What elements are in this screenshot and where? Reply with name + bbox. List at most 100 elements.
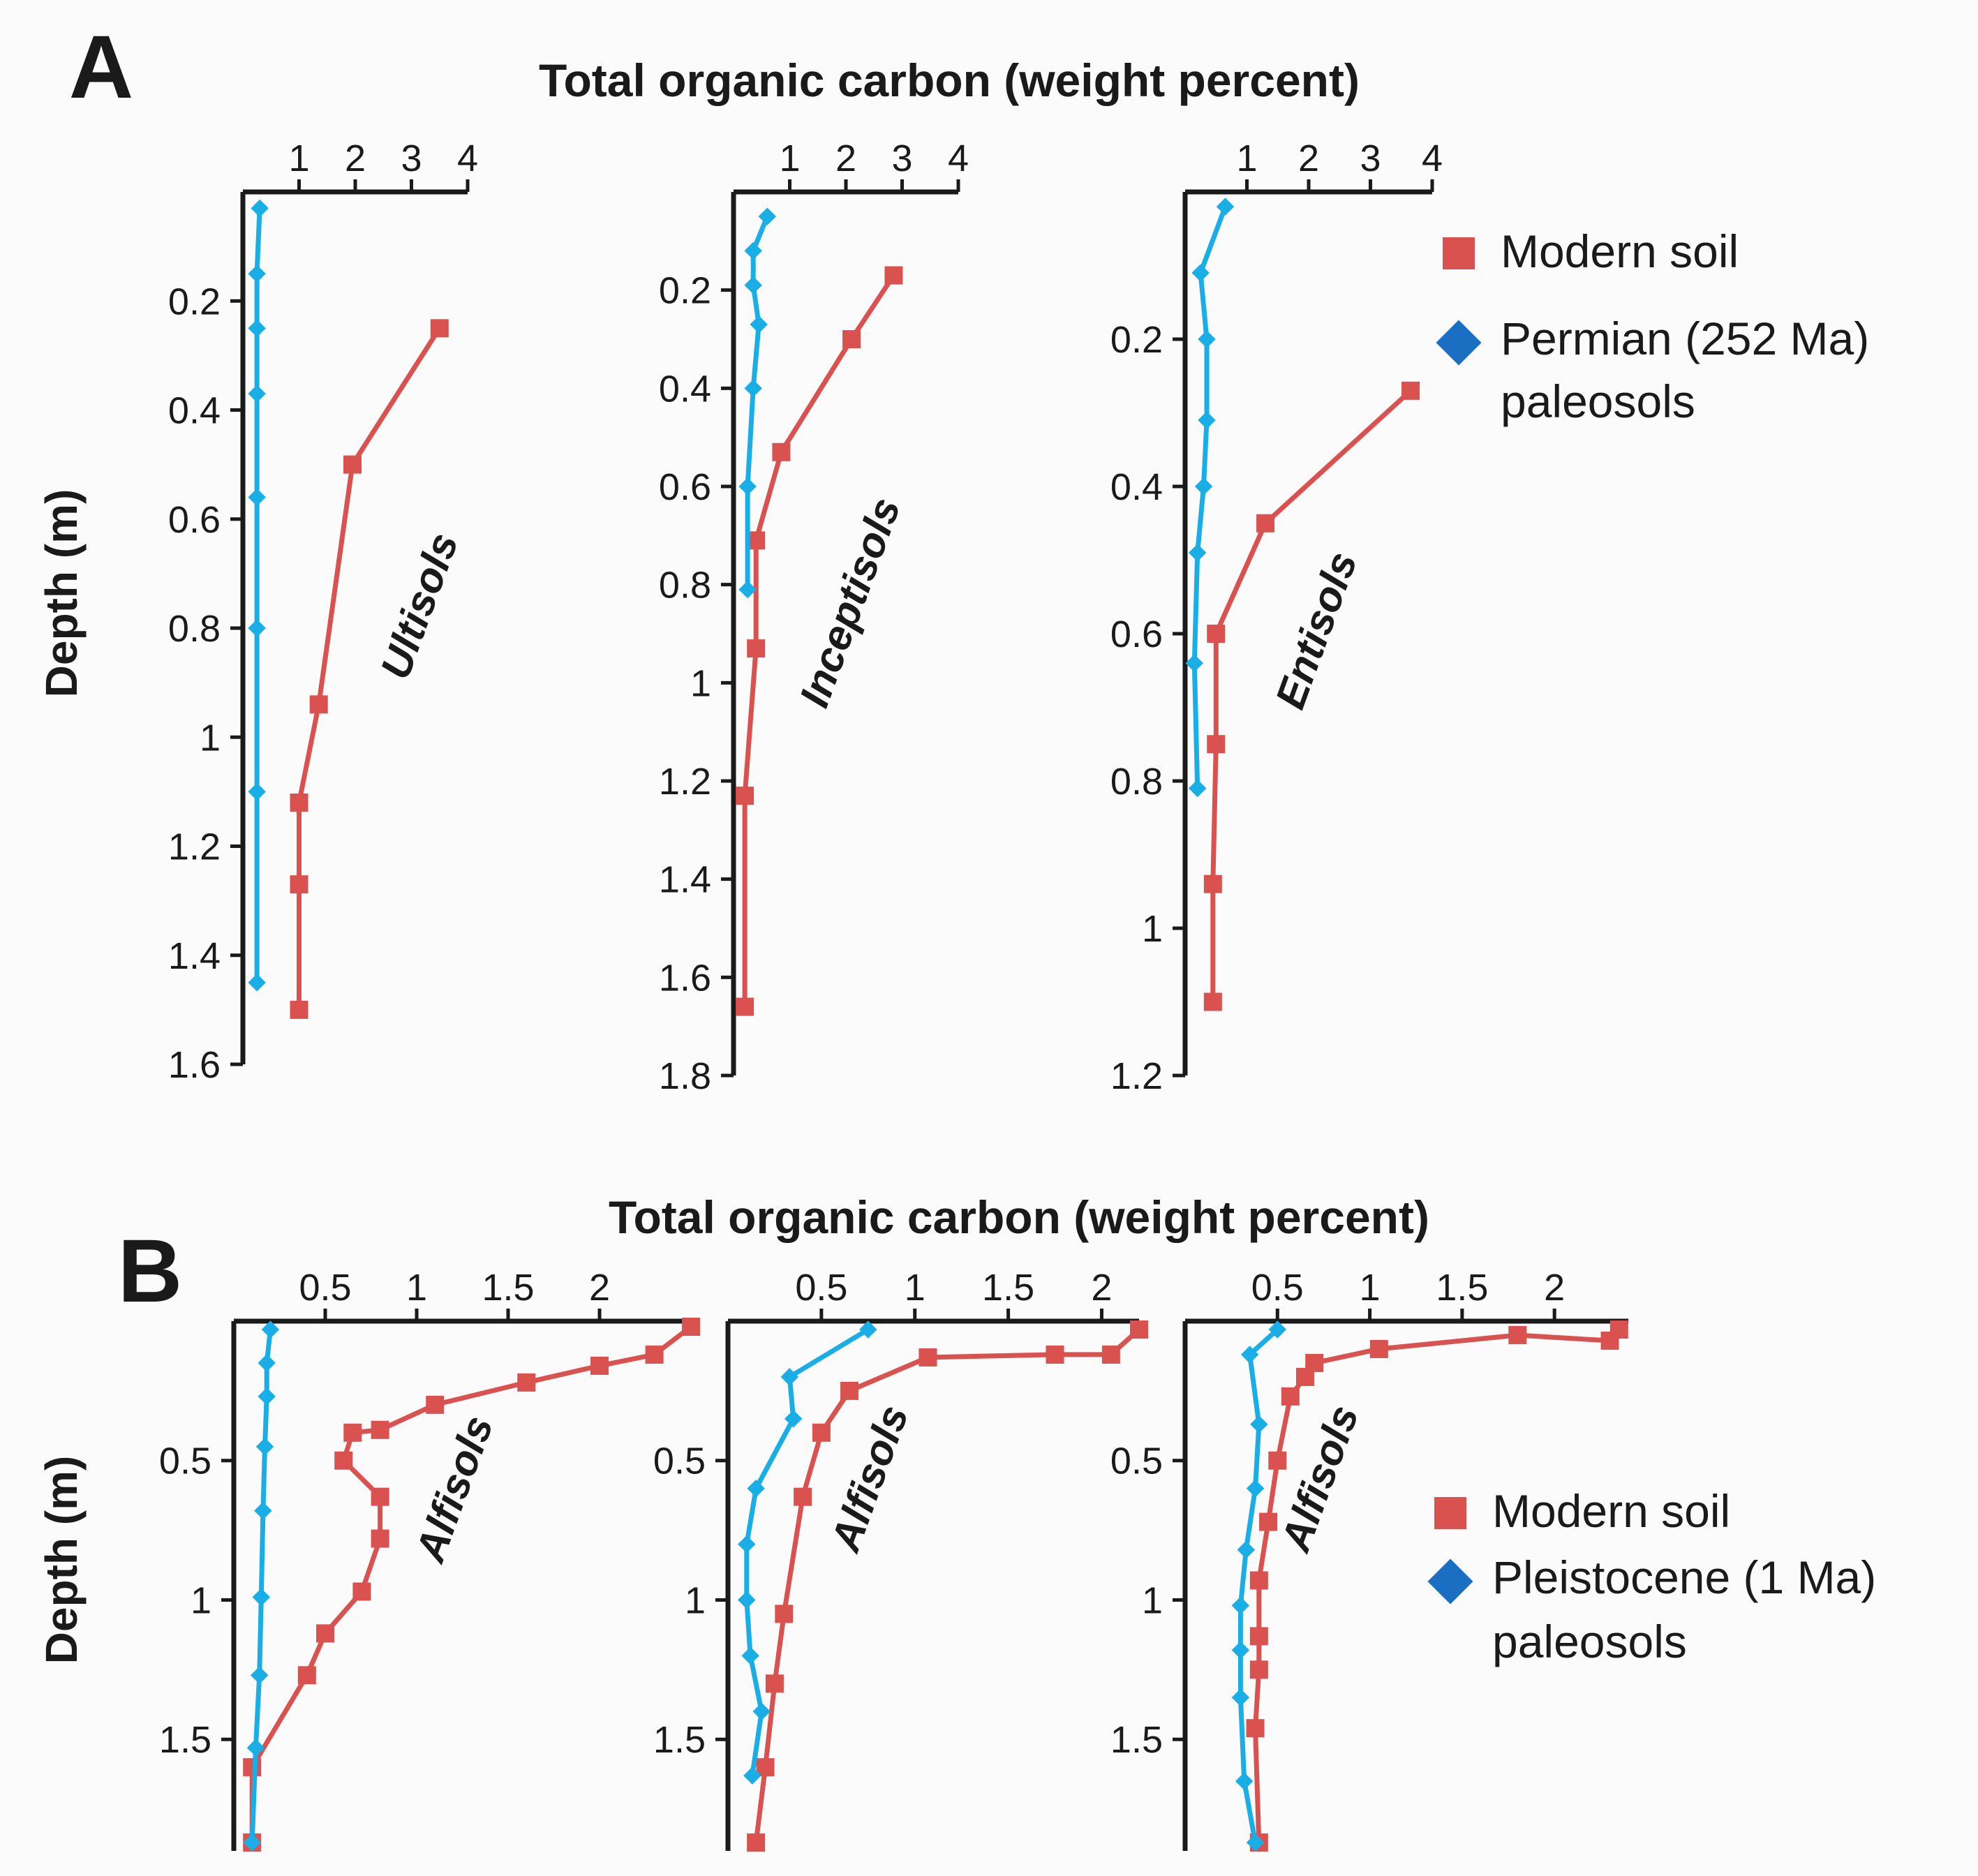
modern-soil-point <box>343 455 362 474</box>
x-tick-label: 4 <box>948 137 969 179</box>
x-tick-label: 1.5 <box>482 1267 534 1309</box>
x-tick-label: 0.5 <box>1251 1267 1304 1309</box>
y-tick-label: 1.2 <box>659 761 711 803</box>
modern-soil-point <box>794 1487 812 1506</box>
modern-soil-point <box>343 1423 362 1442</box>
modern-soil-point <box>243 1758 262 1777</box>
x-tick-label: 1 <box>406 1267 427 1309</box>
modern-soil-point <box>309 695 328 714</box>
modern-soil-point <box>645 1345 664 1364</box>
y-tick-label: 0.2 <box>659 270 711 312</box>
modern-soil-series-line <box>297 327 442 1010</box>
x-tick-label: 4 <box>457 137 478 179</box>
modern-soil-series-line <box>1210 389 1413 1002</box>
x-tick-label: 1 <box>779 137 800 179</box>
paleosol-series-line <box>254 208 262 983</box>
y-tick-label: 0.6 <box>168 499 221 541</box>
x-tick-label: 2 <box>1544 1267 1565 1309</box>
x-tick-label: 2 <box>835 137 856 179</box>
paleosol-series-line <box>1191 205 1228 789</box>
y-tick-label: 0.8 <box>1110 761 1163 803</box>
modern-soil-point <box>352 1582 371 1601</box>
x-tick-label: 3 <box>891 137 912 179</box>
legend-a-paleo-label-1: Permian (252 Ma) <box>1501 313 1869 364</box>
modern-soil-point <box>1046 1345 1064 1364</box>
y-tick-label: 0.6 <box>659 466 711 508</box>
modern-soil-point <box>756 1758 775 1777</box>
x-tick-label: 2 <box>345 137 366 179</box>
y-tick-label: 1.8 <box>659 1055 711 1097</box>
modern-soil-point <box>747 639 766 658</box>
y-tick-label: 1.2 <box>1110 1055 1163 1097</box>
modern-soil-point <box>1259 1512 1278 1531</box>
panel-a-title: Total organic carbon (weight percent) <box>539 54 1360 106</box>
modern-soil-point <box>334 1451 353 1470</box>
y-tick-label: 1 <box>1142 908 1163 950</box>
modern-soil-point <box>736 997 754 1016</box>
modern-soil-point <box>1256 514 1275 533</box>
modern-soil-point <box>884 266 903 285</box>
legend-a-paleo-label-2: paleosols <box>1501 375 1695 427</box>
modern-soil-point <box>426 1395 445 1414</box>
modern-soil-point <box>682 1317 700 1336</box>
modern-soil-point <box>1281 1387 1300 1406</box>
modern-soil-point <box>812 1423 831 1442</box>
y-tick-label: 0.5 <box>1110 1440 1163 1482</box>
x-tick-label: 1 <box>905 1267 925 1309</box>
x-tick-label: 1 <box>288 137 309 179</box>
modern-soil-point <box>590 1356 609 1375</box>
modern-soil-point <box>517 1373 536 1392</box>
paleosol-series-line <box>1237 1327 1279 1843</box>
legend-a-modern-marker <box>1443 237 1475 269</box>
x-tick-label: 0.5 <box>299 1267 351 1309</box>
modern-soil-point <box>1130 1320 1148 1339</box>
modern-soil-point <box>840 1381 859 1400</box>
x-tick-label: 1 <box>1236 137 1257 179</box>
panel-a-ylabel: Depth (m) <box>36 489 87 698</box>
modern-soil-point <box>1207 625 1226 643</box>
modern-soil-point <box>290 794 308 812</box>
legend-b-paleo-label-2: paleosols <box>1492 1616 1687 1667</box>
y-tick-label: 0.4 <box>1110 466 1163 508</box>
x-tick-label: 2 <box>1298 137 1319 179</box>
modern-soil-point <box>297 1666 316 1685</box>
x-tick-label: 2 <box>1091 1267 1112 1309</box>
paleosol-point <box>248 619 266 637</box>
modern-soil-point <box>919 1348 937 1367</box>
panel-a-legend: Modern soil Permian (252 Ma) paleosols <box>1436 225 1869 427</box>
y-tick-label: 0.5 <box>159 1440 211 1482</box>
y-tick-label: 1.2 <box>168 826 221 868</box>
x-tick-label: 2 <box>589 1267 610 1309</box>
y-tick-label: 1 <box>200 717 221 759</box>
modern-soil-point <box>1295 1367 1314 1386</box>
modern-soil-point <box>371 1529 389 1548</box>
legend-b-paleo-label-1: Pleistocene (1 Ma) <box>1492 1551 1876 1603</box>
paleosol-point <box>248 488 266 507</box>
y-tick-label: 1 <box>690 662 711 704</box>
modern-soil-point <box>1369 1339 1388 1358</box>
legend-a-modern-label: Modern soil <box>1501 225 1739 277</box>
modern-soil-point <box>775 1605 794 1623</box>
modern-soil-point <box>1249 1660 1268 1679</box>
x-tick-label: 1.5 <box>982 1267 1034 1309</box>
paleosol-point <box>248 385 266 403</box>
modern-soil-point <box>1203 992 1222 1011</box>
legend-b-paleo-marker <box>1427 1558 1473 1605</box>
paleosol-point <box>248 319 266 338</box>
paleosol-point <box>248 265 266 283</box>
y-tick-label: 1 <box>1142 1579 1163 1621</box>
modern-soil-point <box>1508 1325 1527 1344</box>
modern-soil-point <box>371 1487 389 1506</box>
panel-b-legend: Modern soil Pleistocene (1 Ma) paleosols <box>1427 1485 1876 1667</box>
modern-soil-point <box>1203 874 1222 893</box>
modern-soil-point <box>747 1833 766 1852</box>
y-tick-label: 1.4 <box>659 859 711 901</box>
x-tick-label: 3 <box>1360 137 1381 179</box>
modern-soil-point <box>316 1624 334 1643</box>
modern-soil-point <box>430 319 449 338</box>
y-tick-label: 1.5 <box>653 1719 706 1761</box>
x-tick-label: 3 <box>401 137 422 179</box>
modern-soil-point <box>1600 1331 1619 1350</box>
